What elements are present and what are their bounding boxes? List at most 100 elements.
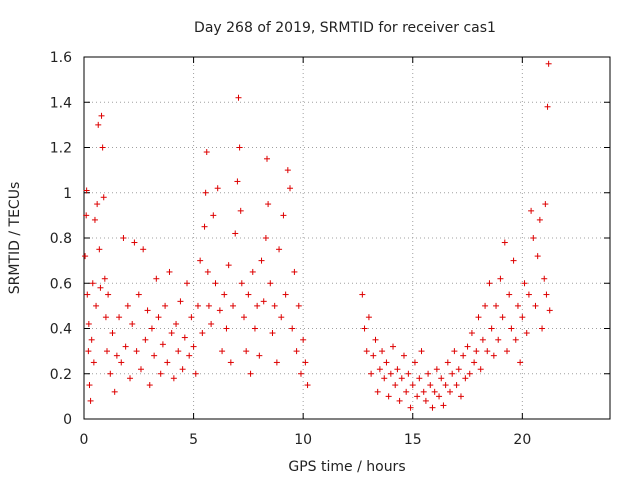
data-point <box>280 212 287 219</box>
data-point <box>131 239 138 246</box>
data-point <box>374 388 381 395</box>
data-point <box>177 298 184 305</box>
data-point <box>94 201 101 208</box>
x-tick-label: 0 <box>80 432 89 448</box>
data-point <box>129 320 136 327</box>
data-point <box>265 201 272 208</box>
data-point <box>361 325 368 332</box>
data-point <box>477 366 484 373</box>
data-point <box>370 352 377 359</box>
data-point <box>254 302 261 309</box>
data-point <box>438 375 445 382</box>
y-axis-title: SRMTID / TECUs <box>7 182 23 295</box>
data-point <box>170 375 177 382</box>
data-point <box>99 144 106 151</box>
y-tick-label: 1.2 <box>50 141 72 157</box>
data-point <box>192 370 199 377</box>
data-point <box>137 366 144 373</box>
data-point <box>109 330 116 337</box>
data-point <box>392 382 399 389</box>
data-point <box>411 359 418 366</box>
data-point <box>146 382 153 389</box>
axis-ticks: 0 0.2 0.4 0.6 0.8 1 1.2 1.4 1.6 0 5 10 15 20 <box>50 50 610 448</box>
data-point <box>155 314 162 321</box>
data-point <box>420 388 427 395</box>
data-point <box>127 375 134 382</box>
data-point <box>90 359 97 366</box>
data-point <box>514 302 521 309</box>
data-point <box>429 404 436 411</box>
data-point <box>479 336 486 343</box>
data-point <box>532 302 539 309</box>
data-point <box>510 257 517 264</box>
data-point <box>447 388 454 395</box>
data-point <box>122 343 129 350</box>
data-point <box>405 370 412 377</box>
data-point <box>455 366 462 373</box>
x-tick-label: 15 <box>404 432 422 448</box>
data-point <box>260 298 267 305</box>
data-point <box>148 325 155 332</box>
data-point <box>493 302 500 309</box>
data-point <box>508 325 515 332</box>
data-point <box>83 212 90 219</box>
data-point <box>403 388 410 395</box>
data-point <box>396 397 403 404</box>
data-point <box>225 262 232 269</box>
data-point <box>93 302 100 309</box>
data-point <box>271 302 278 309</box>
data-point <box>400 352 407 359</box>
data-point <box>85 348 92 355</box>
data-point <box>237 207 244 214</box>
data-point <box>530 235 537 241</box>
data-point <box>245 291 252 298</box>
data-point <box>269 330 276 337</box>
data-point <box>276 246 283 253</box>
data-point <box>264 155 271 162</box>
data-point <box>422 397 429 404</box>
data-point <box>179 366 186 373</box>
data-point <box>436 393 443 400</box>
data-point <box>247 370 254 377</box>
data-point <box>495 336 502 343</box>
data-point <box>359 291 366 298</box>
data-point <box>82 253 89 260</box>
data-point <box>107 370 114 377</box>
data-point <box>278 314 285 321</box>
data-point <box>497 275 504 282</box>
data-point <box>297 370 304 377</box>
data-point <box>188 314 195 321</box>
data-point <box>433 366 440 373</box>
data-point <box>168 330 175 337</box>
data-point <box>102 314 109 321</box>
data-point <box>111 388 118 395</box>
data-point <box>124 302 131 309</box>
data-point <box>232 230 239 237</box>
data-point <box>543 291 550 298</box>
data-point <box>468 330 475 337</box>
data-point <box>199 330 206 337</box>
data-point <box>519 314 526 321</box>
data-point <box>105 291 112 298</box>
data-point <box>85 320 92 327</box>
data-point <box>546 307 553 314</box>
data-point <box>181 334 188 341</box>
y-tick-label: 1.4 <box>50 95 72 111</box>
data-point <box>240 314 247 321</box>
data-point <box>84 291 91 298</box>
chart-title: Day 268 of 2019, SRMTID for receiver cas… <box>194 20 496 36</box>
data-point <box>528 207 535 214</box>
data-point <box>394 366 401 373</box>
data-point <box>140 246 147 253</box>
data-point <box>287 185 294 192</box>
data-point <box>499 314 506 321</box>
data-point <box>372 336 379 343</box>
data-point <box>383 359 390 366</box>
data-point <box>104 348 111 355</box>
data-point <box>262 235 269 241</box>
data-point <box>83 187 90 194</box>
data-point <box>267 280 274 287</box>
data-point <box>214 185 221 192</box>
data-point <box>210 212 217 219</box>
